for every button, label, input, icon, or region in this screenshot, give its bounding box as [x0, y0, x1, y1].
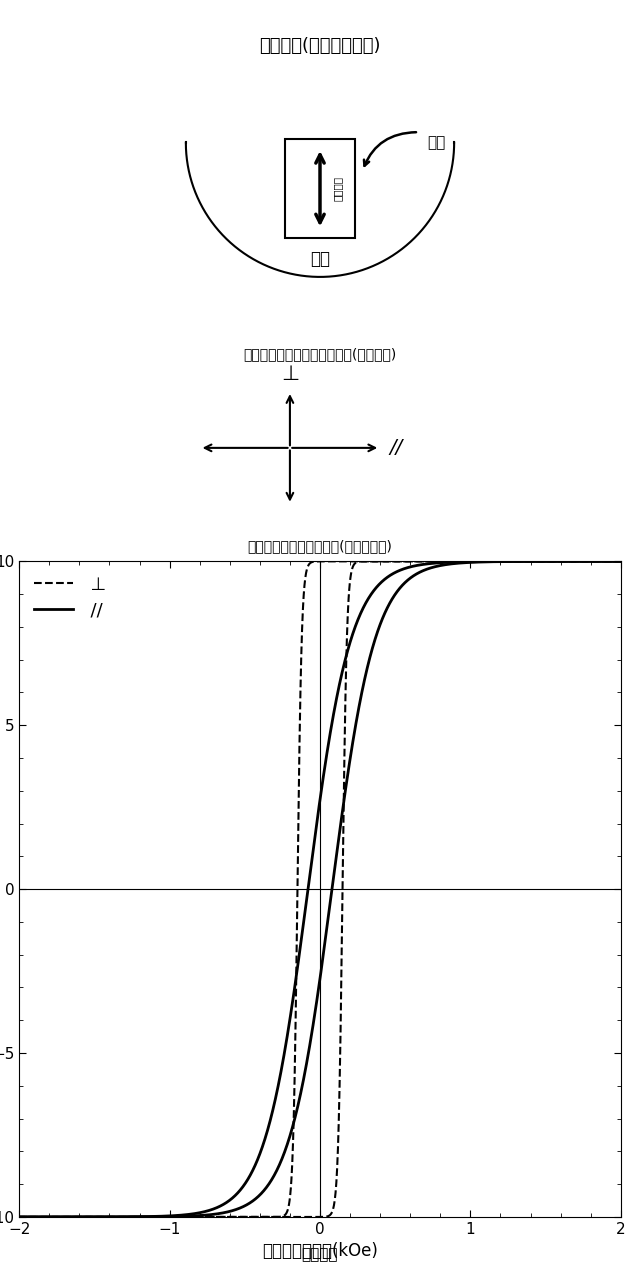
Text: //: //	[389, 438, 403, 457]
Text: アノードにおける磁石の配置(磁石無し): アノードにおける磁石の配置(磁石無し)	[243, 347, 397, 361]
Text: 磁界方向: 磁界方向	[333, 177, 342, 201]
Legend:   ⊥,   //: ⊥, //	[28, 570, 111, 624]
Text: 回転: 回転	[428, 136, 445, 150]
Text: 磁化曲線: 磁化曲線	[301, 1246, 339, 1262]
Text: アノード(基板ホルダー): アノード(基板ホルダー)	[259, 37, 381, 55]
X-axis label: 印加磁界の強さ(kOe): 印加磁界の強さ(kOe)	[262, 1243, 378, 1261]
Text: 下の磁化曲線の測定方向(上図と対応): 下の磁化曲線の測定方向(上図と対応)	[248, 539, 392, 553]
Text: ⊥: ⊥	[281, 364, 299, 383]
Text: 基板: 基板	[310, 251, 330, 269]
Bar	[285, 140, 355, 238]
